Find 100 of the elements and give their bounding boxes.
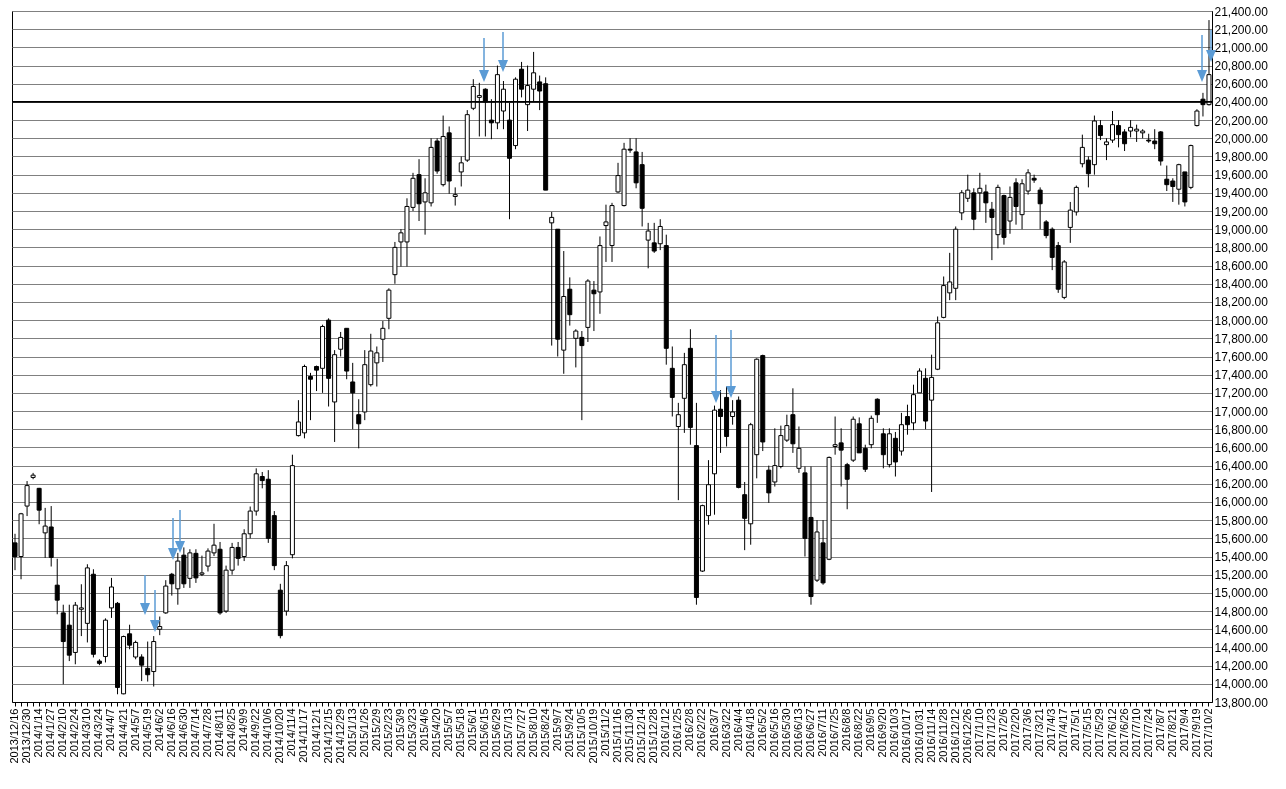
x-tick-label: 2017/3/21 — [1033, 708, 1046, 758]
x-tick-label: 2017/5/1 — [1069, 708, 1082, 752]
x-tick-label: 2015/2/23 — [381, 708, 394, 758]
x-tick-label: 2015/10/5 — [574, 708, 587, 758]
x-tick-label: 2014/11/4 — [285, 708, 298, 757]
x-tick-label: 2017/7/10 — [1129, 708, 1142, 758]
x-tick-label: 2017/4/3 — [1045, 708, 1058, 752]
x-tick-label: 2014/6/16 — [164, 708, 177, 758]
y-tick-label: 15,800.00 — [1214, 513, 1269, 528]
x-tick-label: 2016/5/2 — [755, 708, 768, 752]
x-tick-label: 2014/10/20 — [273, 708, 286, 764]
x-tick-label: 2015/11/30 — [623, 708, 636, 763]
x-tick-label: 2015/11/2 — [598, 708, 611, 757]
x-tick-label: 2014/8/11 — [213, 708, 226, 757]
x-tick-label: 2016/5/16 — [767, 708, 780, 758]
candlestick — [549, 211, 555, 347]
x-tick-label: 2016/10/3 — [888, 708, 901, 758]
x-tick-label: 2014/5/7 — [128, 708, 141, 752]
y-tick-label: 17,000.00 — [1214, 404, 1269, 419]
y-tick-label: 20,400.00 — [1214, 95, 1269, 110]
x-tick-label: 2014/9/22 — [249, 708, 262, 758]
y-tick-label: 15,400.00 — [1214, 550, 1269, 565]
x-tick-label: 2016/2/22 — [695, 708, 708, 758]
x-tick-label: 2014/1/27 — [44, 708, 57, 758]
candlestick — [356, 398, 362, 449]
candlestick — [350, 362, 356, 430]
x-tick-label: 2016/1/12 — [659, 708, 672, 758]
x-tick-label: 2017/5/29 — [1093, 708, 1106, 758]
x-tick-label: 2015/6/15 — [478, 708, 491, 758]
x-tick-label: 2015/4/20 — [430, 708, 443, 758]
y-tick-label: 13,800.00 — [1214, 695, 1269, 710]
x-tick-label: 2016/9/5 — [864, 708, 877, 752]
y-tick-label: 14,800.00 — [1214, 604, 1269, 619]
y-tick-label: 16,000.00 — [1214, 495, 1269, 510]
candlestick — [1103, 137, 1109, 161]
candlestick — [24, 480, 30, 517]
x-tick-label: 2013/12/16 — [8, 708, 21, 764]
x-tick-label: 2016/10/31 — [912, 708, 925, 764]
x-tick-label: 2016/4/4 — [731, 708, 744, 752]
y-tick-label: 15,600.00 — [1214, 531, 1269, 546]
x-tick-label: 2014/6/2 — [152, 708, 165, 752]
x-tick-label: 2014/7/28 — [200, 708, 213, 758]
x-tick-label: 2016/8/22 — [852, 708, 865, 758]
candlestick — [844, 462, 850, 510]
y-tick-label: 17,200.00 — [1214, 386, 1269, 401]
x-tick-label: 2016/10/17 — [900, 708, 913, 764]
x-tick-label: 2014/2/10 — [56, 708, 69, 758]
x-tick-label: 2017/9/4 — [1177, 708, 1190, 752]
x-tick-label: 2016/2/8 — [683, 708, 696, 752]
candlestick — [645, 222, 651, 269]
y-tick-label: 20,600.00 — [1214, 77, 1269, 92]
x-tick-label: 2016/5/30 — [779, 708, 792, 758]
x-tick-label: 2014/3/10 — [80, 708, 93, 758]
x-tick-label: 2016/11/14 — [924, 708, 937, 763]
y-tick-label: 20,200.00 — [1214, 113, 1269, 128]
x-tick-label: 2016/9/20 — [876, 708, 889, 758]
y-tick-label: 17,600.00 — [1214, 350, 1269, 364]
x-tick-label: 2015/9/7 — [550, 708, 563, 752]
candlestick — [157, 616, 163, 636]
x-tick-label: 2016/3/22 — [719, 708, 732, 758]
y-tick-label: 17,400.00 — [1214, 368, 1269, 383]
y-tick-label: 14,400.00 — [1214, 640, 1269, 655]
x-tick-label: 2016/12/12 — [948, 708, 961, 764]
x-tick-label: 2017/3/6 — [1021, 708, 1034, 752]
x-tick-label: 2014/7/14 — [188, 708, 201, 758]
candlestick — [380, 320, 386, 363]
x-tick-label: 2015/5/18 — [454, 708, 467, 758]
x-tick-label: 2015/4/6 — [418, 708, 431, 752]
candlestick — [452, 186, 458, 207]
x-tick-label: 2015/10/19 — [586, 708, 599, 764]
x-tick-label: 2016/11/28 — [936, 708, 949, 763]
x-tick-label: 2014/12/29 — [333, 708, 346, 764]
x-tick-label: 2017/8/21 — [1165, 708, 1178, 758]
x-tick-label: 2014/4/21 — [116, 708, 129, 758]
x-tick-label: 2017/2/20 — [1009, 708, 1022, 758]
y-tick-label: 18,600.00 — [1214, 259, 1269, 274]
x-tick-label: 2015/9/24 — [562, 708, 575, 758]
x-tick-label: 2016/4/18 — [743, 708, 756, 758]
x-tick-label: 2017/10/2 — [1201, 708, 1214, 758]
x-tick-label: 2013/12/30 — [20, 708, 33, 764]
x-tick-label: 2014/2/24 — [68, 708, 81, 758]
x-tick-label: 2015/7/13 — [502, 708, 515, 758]
x-tick-label: 2015/8/24 — [538, 708, 551, 758]
x-tick-label: 2014/12/15 — [321, 708, 334, 764]
candlestick — [796, 426, 802, 474]
x-tick-label: 2014/6/30 — [176, 708, 189, 758]
x-tick-label: 2017/4/17 — [1057, 708, 1070, 758]
x-tick-label: 2015/3/23 — [406, 708, 419, 758]
y-tick-label: 19,800.00 — [1214, 149, 1269, 164]
y-tick-label: 16,400.00 — [1214, 459, 1269, 474]
candlestick — [30, 472, 36, 480]
y-tick-label: 14,000.00 — [1214, 677, 1269, 692]
candlestick — [675, 402, 681, 501]
x-tick-label: 2015/1/13 — [345, 708, 358, 758]
x-tick-label: 2014/9/9 — [237, 708, 250, 752]
candlestick — [36, 487, 42, 525]
y-tick-label: 18,800.00 — [1214, 240, 1269, 255]
x-tick-label: 2015/2/9 — [369, 708, 382, 752]
y-tick-label: 16,200.00 — [1214, 477, 1269, 492]
x-tick-label: 2014/1/14 — [32, 708, 45, 758]
